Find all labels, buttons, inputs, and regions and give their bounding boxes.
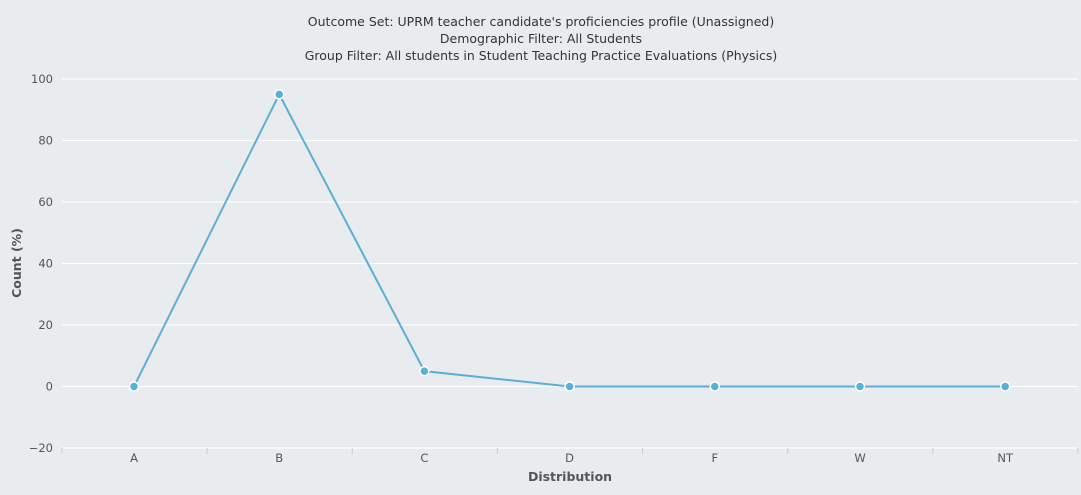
chart-title: Outcome Set: UPRM teacher candidate's pr… — [305, 14, 778, 63]
y-grid — [62, 78, 1078, 449]
y-tick-label: 0 — [46, 380, 53, 394]
x-tick-label: NT — [997, 451, 1014, 465]
data-point[interactable] — [999, 381, 1011, 392]
y-tick-label: 40 — [38, 257, 53, 271]
x-tick-label: D — [565, 451, 574, 465]
data-point[interactable] — [709, 381, 721, 392]
data-point[interactable] — [273, 89, 285, 100]
x-tick-label: W — [854, 451, 865, 465]
x-tick-label: B — [275, 451, 283, 465]
y-tick-label: 80 — [38, 134, 53, 148]
x-tick-label: C — [420, 451, 428, 465]
y-tick-label: 20 — [38, 318, 53, 332]
data-point[interactable] — [419, 365, 430, 377]
y-tick-label: 100 — [31, 72, 53, 86]
series-line — [133, 92, 1006, 388]
y-tick-label: −20 — [29, 441, 53, 455]
x-axis: A B C D F W NT — [61, 448, 1079, 465]
y-axis-ticks: −20 0 20 40 60 80 100 — [29, 72, 53, 455]
chart-title-line-1: Outcome Set: UPRM teacher candidate's pr… — [308, 14, 774, 29]
x-axis-title: Distribution — [528, 469, 612, 484]
chart-title-line-3: Group Filter: All students in Student Te… — [305, 48, 778, 63]
y-axis-title: Count (%) — [9, 228, 24, 298]
data-point[interactable] — [854, 381, 866, 392]
x-tick-label: F — [711, 451, 718, 465]
x-tick-label: A — [130, 451, 138, 465]
series — [128, 89, 1011, 392]
y-tick-label: 60 — [38, 195, 53, 209]
data-point[interactable] — [128, 381, 140, 392]
chart-title-line-2: Demographic Filter: All Students — [440, 31, 642, 46]
data-point[interactable] — [564, 381, 575, 392]
